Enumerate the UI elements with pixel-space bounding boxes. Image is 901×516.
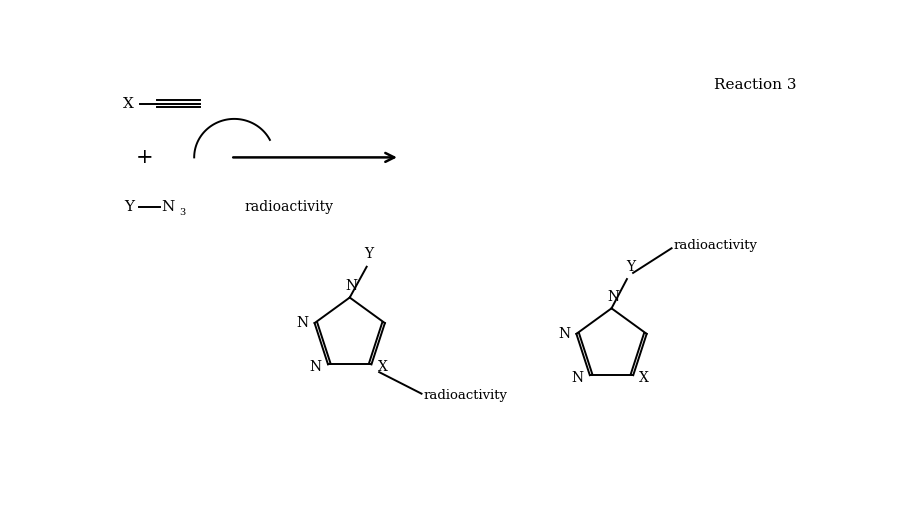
Text: +: +	[135, 148, 153, 167]
Text: 3: 3	[178, 207, 185, 217]
Text: N: N	[607, 289, 619, 304]
Text: X: X	[378, 361, 387, 375]
Text: N: N	[571, 371, 584, 385]
Text: N: N	[296, 316, 308, 330]
Text: Y: Y	[626, 261, 635, 275]
Text: N: N	[161, 200, 174, 215]
Text: N: N	[345, 279, 358, 293]
Text: X: X	[123, 96, 134, 110]
Text: radioactivity: radioactivity	[674, 239, 758, 252]
Text: Reaction 3: Reaction 3	[714, 78, 796, 92]
Text: X: X	[640, 371, 650, 385]
Text: N: N	[310, 361, 322, 375]
Text: Y: Y	[364, 247, 374, 261]
Text: N: N	[558, 327, 570, 341]
Text: radioactivity: radioactivity	[244, 200, 333, 214]
Text: Y: Y	[123, 200, 133, 215]
Text: radioactivity: radioactivity	[423, 390, 508, 402]
